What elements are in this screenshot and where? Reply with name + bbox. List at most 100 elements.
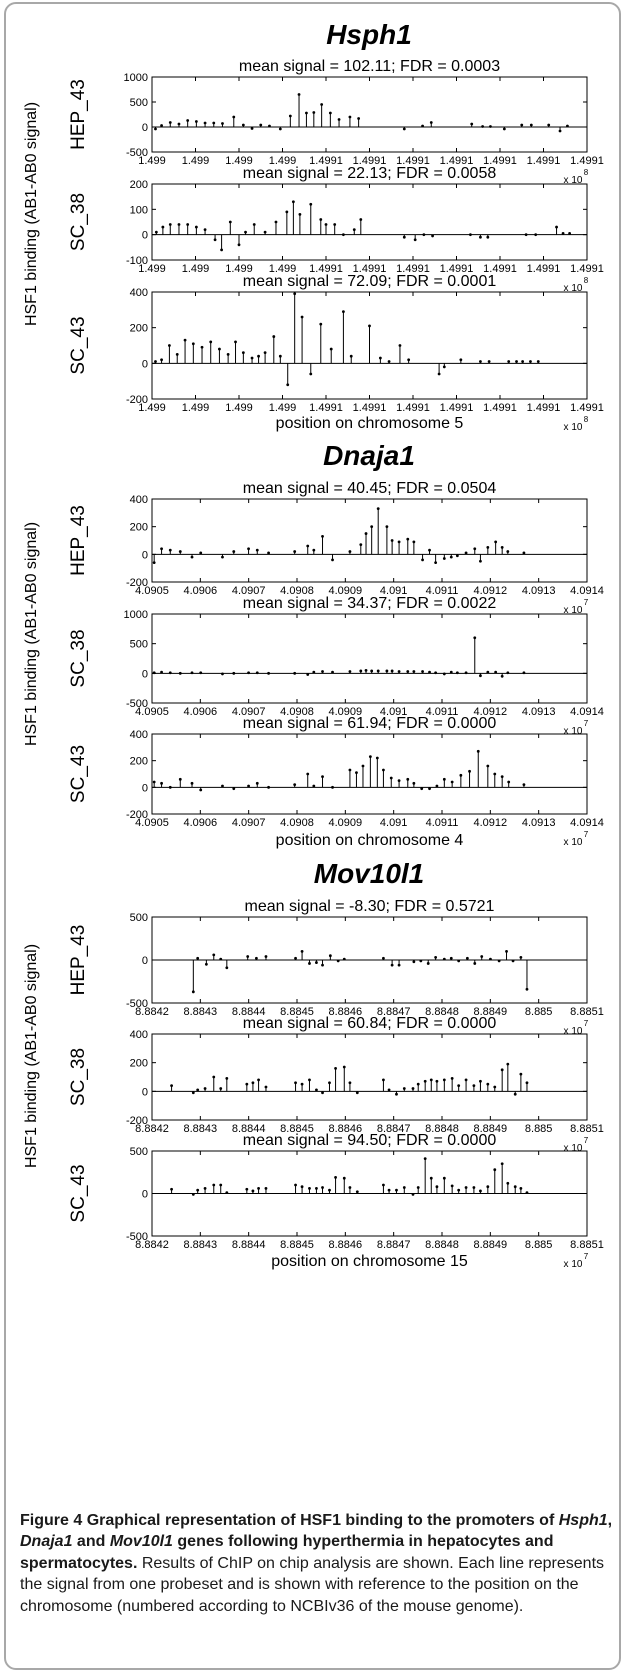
stem-marker (220, 248, 224, 252)
x-multiplier: x 10 (564, 605, 583, 616)
stem-marker (154, 360, 157, 363)
x-tick-label: 4.0911 (426, 706, 459, 718)
stem-marker (196, 1088, 200, 1092)
caption-gene3: Mov10l1 (109, 1533, 173, 1551)
stem-marker (297, 93, 301, 96)
stem-marker (500, 1068, 504, 1072)
stem-marker (413, 238, 417, 242)
stem-marker (348, 1081, 352, 1085)
x-tick-label: 8.8845 (280, 1239, 314, 1251)
stem-marker (160, 781, 163, 785)
caption-sep1: , (607, 1512, 613, 1529)
x-tick-label: 1.499 (225, 263, 253, 275)
stem-marker (493, 772, 497, 776)
stem-marker (213, 238, 217, 242)
stem-marker (252, 223, 256, 226)
panel-title: mean signal = 61.94; FDR = 0.0000 (243, 715, 497, 732)
stem-marker (468, 769, 471, 773)
x-tick-label: 4.0913 (522, 585, 556, 597)
stem-marker (241, 351, 245, 355)
stem-marker (298, 213, 302, 216)
stem-marker (359, 543, 363, 547)
stem-marker (191, 1091, 195, 1095)
stem-marker (529, 360, 532, 363)
x-tick-label: 8.8844 (232, 1123, 266, 1135)
stem-marker (309, 202, 313, 206)
sample-label: HEP_43 (68, 505, 89, 576)
x-tick-label: 1.4991 (396, 402, 430, 414)
y-tick-label: -500 (126, 1231, 148, 1243)
y-tick-label: -100 (126, 255, 148, 267)
stem-marker (457, 1188, 461, 1192)
stem-marker (472, 1186, 476, 1189)
stem-marker (255, 671, 259, 675)
panel-title: mean signal = 34.37; FDR = 0.0022 (243, 595, 497, 612)
stem-marker (522, 551, 526, 555)
stem-marker (178, 671, 182, 675)
stem-marker (234, 340, 237, 344)
stem-marker (232, 115, 236, 119)
stem-marker (203, 1187, 207, 1190)
stem-marker (473, 962, 477, 965)
stem-marker (160, 670, 163, 674)
stem-marker (274, 220, 278, 224)
stem-marker (513, 1092, 517, 1096)
stem-marker (412, 960, 416, 964)
stem-marker (395, 1092, 398, 1096)
stem-marker (306, 544, 310, 548)
stem-marker (487, 360, 491, 363)
stem-marker (250, 127, 254, 130)
x-tick-label: 1.499 (269, 402, 297, 414)
stem-marker (160, 124, 163, 127)
panel-title: mean signal = -8.30; FDR = 0.5721 (245, 898, 495, 915)
x-tick-label: 8.8842 (135, 1123, 169, 1135)
stem-marker (219, 957, 223, 961)
stem-marker (319, 322, 323, 326)
stem-marker (519, 1187, 523, 1190)
stem-marker (494, 540, 498, 544)
stem-marker (342, 1176, 346, 1180)
stem-marker (370, 669, 374, 673)
x-tick-label: 1.4991 (527, 402, 561, 414)
y-tick-label: -200 (126, 809, 148, 821)
y-tick-label: 200 (130, 756, 148, 768)
y-tick-label: 1000 (124, 72, 148, 84)
stem-marker (321, 1091, 324, 1095)
stem-marker (232, 787, 236, 791)
stem-marker (199, 788, 203, 792)
stem-marker (232, 550, 236, 553)
plot-frame (151, 613, 588, 704)
stem-marker (382, 1183, 385, 1187)
plot-frame (151, 733, 588, 815)
stem-marker (293, 783, 297, 787)
stem-marker (342, 310, 345, 314)
x-tick-label: 4.0907 (232, 817, 266, 829)
stem-marker (168, 223, 172, 226)
stem-marker (336, 959, 340, 963)
stem-marker (247, 784, 250, 788)
stem-marker (486, 235, 490, 239)
x-tick-label: 4.0906 (184, 585, 218, 597)
stem-marker (328, 954, 332, 958)
stem-marker (267, 551, 270, 555)
x-multiplier-exponent: 7 (584, 598, 589, 607)
stem-marker (168, 344, 171, 347)
stem-marker (177, 223, 181, 226)
stem-marker (160, 547, 163, 551)
x-tick-label: 4.091 (380, 585, 408, 597)
stem-marker (154, 127, 157, 131)
stem-marker (390, 669, 394, 673)
sample-label: SC_43 (68, 1164, 89, 1222)
stem-marker (395, 1188, 398, 1192)
stem-marker (390, 963, 394, 967)
x-tick-label: 1.499 (138, 263, 166, 275)
stem-marker (308, 1078, 311, 1082)
stem-marker (442, 557, 446, 560)
stem-marker (457, 1084, 461, 1087)
x-tick-label: 8.8851 (570, 1239, 604, 1251)
stem-marker (329, 347, 333, 351)
stem-marker (247, 671, 250, 675)
stem-marker (168, 121, 172, 124)
stem-marker (312, 111, 316, 114)
y-tick-label: -500 (126, 998, 148, 1010)
